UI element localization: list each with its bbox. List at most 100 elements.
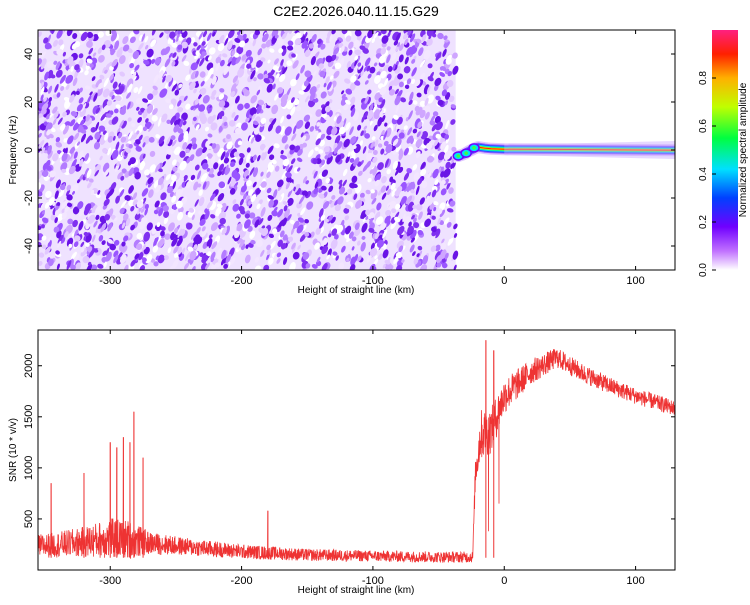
- noise-speckle: [194, 52, 200, 60]
- noise-speckle: [304, 232, 310, 237]
- noise-speckle: [440, 188, 447, 196]
- noise-speckle: [241, 54, 247, 61]
- noise-speckle: [268, 257, 274, 265]
- noise-speckle: [267, 194, 274, 200]
- noise-speckle: [201, 41, 206, 46]
- noise-speckle: [44, 71, 50, 81]
- noise-speckle: [320, 43, 326, 50]
- noise-speckle: [327, 248, 332, 257]
- noise-speckle: [443, 217, 450, 225]
- noise-speckle: [84, 85, 91, 90]
- noise-speckle: [38, 225, 42, 230]
- noise-speckle: [88, 178, 94, 183]
- noise-speckle: [111, 58, 118, 68]
- noise-speckle: [39, 71, 45, 78]
- noise-speckle: [313, 170, 318, 179]
- noise-speckle: [349, 157, 355, 163]
- noise-speckle: [148, 136, 155, 143]
- noise-speckle: [40, 86, 45, 96]
- noise-speckle: [252, 113, 256, 120]
- noise-speckle: [453, 233, 458, 238]
- noise-speckle: [415, 107, 423, 116]
- noise-speckle: [150, 258, 156, 263]
- noise-speckle: [436, 254, 443, 263]
- noise-speckle: [280, 150, 284, 155]
- noise-speckle: [178, 132, 185, 143]
- noise-speckle: [299, 233, 306, 242]
- noise-speckle: [88, 248, 95, 258]
- noise-speckle: [111, 30, 117, 35]
- noise-speckle: [278, 64, 284, 71]
- noise-speckle: [65, 189, 71, 196]
- noise-speckle: [416, 92, 422, 98]
- noise-speckle: [358, 170, 363, 177]
- noise-speckle: [295, 73, 300, 80]
- y-tick-label: -40: [23, 238, 35, 254]
- noise-speckle: [105, 251, 112, 262]
- noise-speckle: [166, 185, 174, 194]
- noise-speckle: [86, 95, 92, 104]
- noise-speckle: [383, 130, 388, 141]
- noise-speckle: [47, 44, 52, 49]
- noise-speckle: [65, 84, 70, 90]
- noise-speckle: [66, 30, 73, 37]
- noise-speckle: [287, 236, 294, 242]
- noise-speckle: [405, 195, 413, 205]
- noise-speckle: [84, 153, 90, 162]
- noise-speckle: [41, 217, 49, 224]
- noise-speckle: [237, 68, 245, 78]
- noise-speckle: [54, 190, 59, 200]
- noise-speckle: [283, 257, 288, 265]
- noise-speckle: [381, 192, 387, 200]
- noise-speckle: [111, 116, 119, 125]
- noise-speckle: [348, 41, 354, 50]
- colorbar-gradient: [712, 30, 738, 270]
- noise-speckle: [128, 167, 135, 177]
- noise-speckle: [95, 214, 100, 221]
- noise-speckle: [241, 122, 248, 131]
- noise-speckle: [251, 61, 257, 69]
- noise-speckle: [40, 94, 44, 101]
- noise-speckle: [368, 227, 375, 233]
- noise-speckle: [218, 163, 225, 172]
- noise-speckle: [74, 235, 81, 242]
- noise-speckle: [40, 108, 47, 115]
- noise-speckle: [223, 121, 228, 127]
- noise-speckle: [218, 100, 226, 108]
- noise-speckle: [390, 220, 397, 230]
- noise-speckle: [201, 162, 209, 170]
- noise-speckle: [376, 239, 385, 248]
- colorbar-ticks: 0.0 0.2 0.4 0.6 0.8: [698, 71, 716, 277]
- noise-speckle: [261, 150, 267, 161]
- noise-speckle: [389, 265, 394, 270]
- noise-speckle: [452, 250, 459, 260]
- noise-speckle: [297, 244, 301, 250]
- noise-speckle: [38, 260, 43, 267]
- noise-speckle: [46, 236, 52, 244]
- noise-speckle: [318, 63, 324, 69]
- noise-speckle: [151, 115, 158, 122]
- noise-speckle: [101, 44, 106, 51]
- noise-speckle: [250, 95, 258, 104]
- noise-speckle: [384, 262, 392, 270]
- noise-speckle: [204, 126, 210, 132]
- noise-speckle: [103, 261, 107, 268]
- noise-speckle: [163, 46, 171, 55]
- noise-speckle: [210, 257, 215, 263]
- noise-speckle: [115, 141, 120, 151]
- noise-speckle: [255, 174, 261, 183]
- noise-speckle: [433, 139, 439, 147]
- noise-speckle: [292, 32, 296, 37]
- noise-speckle: [443, 144, 449, 155]
- noise-speckle: [244, 38, 249, 44]
- noise-speckle: [255, 134, 262, 142]
- noise-speckle: [370, 189, 375, 194]
- noise-speckle: [56, 92, 61, 98]
- noise-speckle: [246, 179, 252, 187]
- noise-speckle: [418, 47, 424, 56]
- noise-speckle: [436, 262, 442, 268]
- noise-speckle: [286, 165, 293, 174]
- noise-speckle: [258, 217, 264, 226]
- noise-speckle: [390, 182, 396, 190]
- noise-speckle: [204, 210, 210, 220]
